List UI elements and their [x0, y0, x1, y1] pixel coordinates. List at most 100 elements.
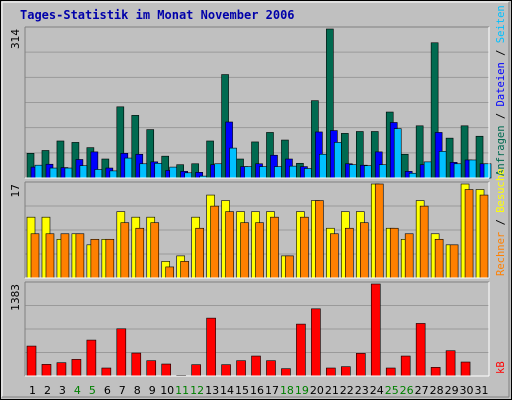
bar-rechner-day-26 [404, 233, 414, 279]
bar-seiten-day-25 [393, 128, 402, 179]
bar-rechner-day-4 [75, 233, 85, 279]
x-tick-day-21: 21 [325, 384, 339, 397]
bar-kb-day-22 [341, 366, 351, 377]
legend-part: / [495, 213, 507, 232]
bar-seiten-day-7 [124, 157, 133, 179]
panel-bottom: 1383 kB [10, 281, 507, 377]
legend-bottom: kB [495, 361, 507, 374]
x-tick-day-16: 16 [250, 384, 264, 397]
x-tick-day-11: 11 [175, 384, 189, 397]
bar-seiten-day-1 [34, 164, 43, 179]
bar-kb-day-13 [206, 317, 216, 377]
chart-panels: 314 Anfragen / Dateien / Seiten 17 Rechner … [10, 5, 507, 377]
bar-rechner-day-25 [389, 227, 399, 279]
legend-middle: Rechner / Besuche [495, 169, 507, 277]
x-tick-day-1: 1 [29, 384, 36, 397]
x-tick-day-23: 23 [355, 384, 369, 397]
bar-rechner-day-29 [449, 244, 459, 279]
bar-seiten-day-24 [378, 164, 387, 179]
x-tick-day-10: 10 [160, 384, 174, 397]
bar-seiten-day-17 [274, 166, 282, 179]
bar-kb-day-15 [236, 360, 246, 377]
x-tick-day-3: 3 [59, 384, 66, 397]
bar-seiten-day-14 [229, 147, 237, 179]
bar-seiten-day-19 [304, 168, 312, 179]
bar-rechner-day-2 [45, 233, 55, 279]
bar-seiten-day-18 [289, 165, 297, 179]
x-tick-day-17: 17 [265, 384, 279, 397]
x-tick-day-31: 31 [475, 384, 489, 397]
x-tick-day-6: 6 [104, 384, 111, 397]
x-tick-day-22: 22 [340, 384, 354, 397]
bar-seiten-day-11 [184, 172, 192, 179]
bar-kb-day-24 [370, 283, 381, 377]
x-tick-day-30: 30 [460, 384, 474, 397]
bar-seiten-day-10 [169, 166, 178, 179]
bar-kb-day-18 [281, 368, 291, 377]
bar-kb-day-23 [355, 353, 366, 377]
bar-kb-day-8 [131, 352, 142, 377]
chart-title: Tages-Statistik im Monat November 2006 [20, 8, 295, 22]
bar-rechner-day-14 [225, 211, 234, 279]
legend-part: / [495, 106, 507, 125]
bar-seiten-day-5 [94, 169, 103, 179]
bar-kb-day-16 [251, 355, 261, 377]
y-max-label-bottom: 1383 [10, 284, 22, 311]
bar-rechner-day-5 [90, 238, 100, 279]
bar-kb-day-1 [26, 345, 37, 377]
bar-kb-day-30 [460, 361, 471, 377]
bar-seiten-day-9 [154, 162, 163, 179]
bar-seiten-day-26 [408, 172, 417, 179]
panel-middle: 17 Rechner / Besuche [10, 169, 507, 279]
bar-kb-day-26 [400, 355, 411, 377]
bar-kb-day-29 [445, 350, 456, 377]
bar-kb-day-2 [41, 364, 52, 377]
x-axis-labels: 1 2 3 4 5 6 7 8 9 10 11 12 13 14 15 16 17 18 19 20 21 22 23 24 2… [29, 384, 489, 397]
bar-kb-day-27 [415, 323, 426, 377]
bar-kb-day-21 [326, 367, 336, 377]
x-tick-day-9: 9 [149, 384, 156, 397]
x-tick-day-12: 12 [190, 384, 204, 397]
bar-seiten-day-3 [64, 167, 73, 179]
x-tick-day-18: 18 [280, 384, 294, 397]
bar-seiten-day-6 [109, 170, 118, 179]
bar-kb-day-28 [430, 367, 441, 377]
bar-rechner-day-6 [105, 238, 115, 279]
x-tick-day-4: 4 [74, 384, 81, 397]
bar-kb-day-4 [71, 359, 82, 377]
x-tick-day-8: 8 [134, 384, 141, 397]
bar-rechner-day-27 [419, 205, 429, 279]
bar-rechner-day-9 [150, 222, 160, 279]
bar-rechner-day-28 [434, 238, 444, 279]
x-tick-day-27: 27 [415, 384, 429, 397]
bar-kb-day-20 [311, 308, 321, 377]
bar-seiten-day-31 [483, 163, 492, 179]
bar-rechner-day-30 [464, 189, 474, 279]
bar-rechner-day-21 [330, 233, 339, 279]
bar-rechner-day-20 [315, 200, 324, 279]
bar-seiten-day-20 [319, 153, 327, 179]
legend-part: Dateien [495, 62, 507, 106]
legend-part: Besuche [495, 169, 507, 213]
bar-kb-day-25 [385, 367, 396, 377]
bar-rechner-day-13 [210, 205, 219, 279]
x-tick-day-20: 20 [310, 384, 324, 397]
legend-part: / [495, 43, 507, 62]
x-tick-day-14: 14 [220, 384, 234, 397]
bar-seiten-day-2 [49, 167, 58, 179]
legend-part: Seiten [495, 5, 507, 43]
bar-rechner-day-15 [240, 222, 249, 279]
bar-rechner-day-18 [285, 255, 294, 279]
bar-seiten-day-15 [244, 166, 252, 179]
bar-seiten-day-22 [349, 164, 357, 179]
bar-seiten-day-28 [438, 151, 447, 179]
bar-kb-day-9 [146, 360, 157, 377]
bar-kb-day-10 [161, 363, 172, 377]
bar-seiten-day-23 [363, 165, 372, 179]
y-max-label-top: 314 [10, 29, 22, 49]
bar-rechner-day-12 [195, 227, 204, 279]
bar-rechner-day-19 [300, 216, 309, 279]
bar-seiten-day-16 [259, 166, 267, 179]
bar-kb-day-12 [191, 364, 201, 377]
panel-top: 314 Anfragen / Dateien / Seiten [10, 5, 507, 179]
